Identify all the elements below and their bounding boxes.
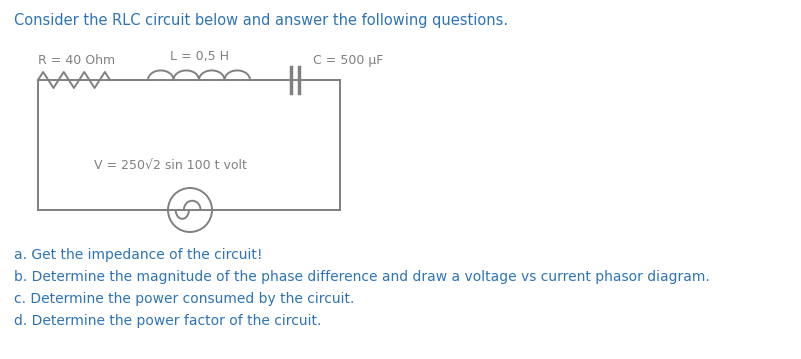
- Text: b. Determine the magnitude of the phase difference and draw a voltage vs current: b. Determine the magnitude of the phase …: [14, 270, 710, 284]
- Text: d. Determine the power factor of the circuit.: d. Determine the power factor of the cir…: [14, 314, 321, 328]
- Text: V = 250√2 sin 100 t volt: V = 250√2 sin 100 t volt: [94, 159, 247, 172]
- Text: c. Determine the power consumed by the circuit.: c. Determine the power consumed by the c…: [14, 292, 354, 306]
- Text: C = 500 μF: C = 500 μF: [313, 54, 384, 67]
- Text: L = 0,5 H: L = 0,5 H: [170, 50, 228, 63]
- Text: R = 40 Ohm: R = 40 Ohm: [38, 54, 115, 67]
- Text: Consider the RLC circuit below and answer the following questions.: Consider the RLC circuit below and answe…: [14, 13, 508, 28]
- Text: a. Get the impedance of the circuit!: a. Get the impedance of the circuit!: [14, 248, 263, 262]
